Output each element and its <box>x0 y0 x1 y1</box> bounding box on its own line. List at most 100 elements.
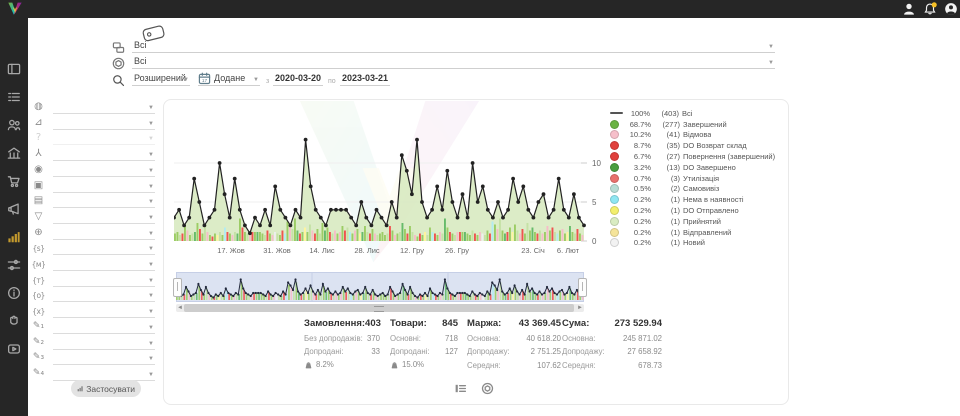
profile-icon[interactable] <box>902 2 916 16</box>
legend-item[interactable]: 0.5%(2)Самовивіз <box>610 184 782 195</box>
avatar-icon[interactable] <box>944 2 958 16</box>
customers-icon[interactable] <box>7 118 21 132</box>
legend-item[interactable]: 6.7%(27)Повернення (завершений) <box>610 151 782 162</box>
legend-item[interactable]: 0.2%(1)Нема в наявності <box>610 194 782 205</box>
legend-item[interactable]: 68.7%(277)Завершений <box>610 119 782 130</box>
chevron-down-icon[interactable]: ▼ <box>253 77 259 83</box>
filter-select[interactable]: ▼ <box>53 367 155 381</box>
chevron-down-icon[interactable]: ▼ <box>148 184 154 190</box>
chevron-down-icon[interactable]: ▼ <box>148 325 154 331</box>
chevron-down-icon[interactable]: ▼ <box>148 152 154 158</box>
dot-swatch <box>610 141 619 150</box>
brush-handle-right[interactable] <box>578 278 587 297</box>
chevron-down-icon[interactable]: ▼ <box>183 77 189 83</box>
legend-item[interactable]: 100%(403)Всі <box>610 108 782 119</box>
chevron-down-icon[interactable]: ▼ <box>148 215 154 221</box>
chevron-down-icon[interactable]: ▼ <box>148 278 154 284</box>
chevron-down-icon[interactable]: ▼ <box>148 372 154 378</box>
filter-row: ✎₃ ▼ <box>29 351 157 366</box>
search-icon[interactable] <box>112 74 125 87</box>
stat-column: Маржа:43 369.45Основна:40 618.20Допродаж… <box>467 318 561 370</box>
stat-row: Основна:40 618.20 <box>467 334 561 343</box>
filter-select[interactable]: ▼ <box>53 116 155 130</box>
orders-list-icon[interactable] <box>7 90 21 104</box>
chevron-down-icon[interactable]: ▼ <box>148 105 154 111</box>
dot-swatch <box>610 238 619 247</box>
chevron-down-icon[interactable]: ▼ <box>148 231 154 237</box>
date-to-input[interactable]: 2023-03-21 <box>340 71 390 86</box>
scroll-left-icon[interactable]: ◄ <box>177 304 183 312</box>
view-list-icon[interactable] <box>454 382 467 395</box>
filter-select[interactable]: ▼ <box>53 336 155 350</box>
chevron-down-icon[interactable]: ▼ <box>148 246 154 252</box>
filter-select[interactable]: ▼ <box>53 304 155 318</box>
filter-select[interactable]: ▼ <box>53 163 155 177</box>
filter-select[interactable]: ▼ <box>53 273 155 287</box>
analytics-card: 0510 17. Жов31. Жов14. Лис28. Лис12. Гру… <box>163 99 789 405</box>
analytics-icon[interactable] <box>7 230 21 244</box>
pencil-3-icon: ✎₃ <box>30 352 47 362</box>
cart-icon[interactable] <box>7 174 21 188</box>
chevron-down-icon[interactable]: ▼ <box>148 293 154 299</box>
filter-select[interactable]: ▼ <box>53 241 155 255</box>
filter-row: {м} ▼ <box>29 257 157 272</box>
param-t-icon: {т} <box>30 276 47 285</box>
legend-item[interactable]: 3.2%(13)DO Завершено <box>610 162 782 173</box>
chevron-down-icon[interactable]: ▼ <box>148 136 154 142</box>
scrollbar-thumb[interactable] <box>184 304 574 312</box>
chevron-down-icon[interactable]: ▼ <box>768 60 774 66</box>
legend-item[interactable]: 0.2%(1)Прийнятий <box>610 216 782 227</box>
filter-select[interactable]: ▼ <box>53 147 155 161</box>
filter-select[interactable]: ▼ <box>53 210 155 224</box>
chevron-down-icon[interactable]: ▼ <box>768 44 774 50</box>
chevron-down-icon[interactable]: ▼ <box>148 121 154 127</box>
category-filter-field[interactable]: Всі ▼ <box>132 38 775 53</box>
info-icon[interactable] <box>7 286 21 300</box>
scroll-right-icon[interactable]: ► <box>577 304 583 312</box>
legend-item[interactable]: 10.2%(41)Відмова <box>610 130 782 141</box>
chevron-down-icon[interactable]: ▼ <box>148 356 154 362</box>
filter-select[interactable]: ▼ <box>53 100 155 114</box>
chevron-down-icon[interactable]: ▼ <box>148 262 154 268</box>
date-field-select[interactable]: 17 Додане ▼ <box>198 71 260 86</box>
filter-select[interactable]: ▼ <box>53 194 155 208</box>
product-filter-field[interactable]: Всі ▼ <box>132 54 775 69</box>
apply-button[interactable]: Застосувати <box>71 380 141 397</box>
legend-item[interactable]: 0.7%(3)Утилізація <box>610 173 782 184</box>
chart-scrollbar[interactable]: ◄ ► <box>176 304 584 312</box>
filter-row: {о} ▼ <box>29 288 157 303</box>
filter-select[interactable]: ▼ <box>53 257 155 271</box>
chevron-down-icon[interactable]: ▼ <box>148 199 154 205</box>
legend-item[interactable]: 8.7%(35)DO Возврат склад <box>610 140 782 151</box>
filter-select[interactable]: ▼ <box>53 288 155 302</box>
filter-select[interactable]: ▼ <box>53 131 155 145</box>
product-sphere-icon[interactable] <box>481 382 494 395</box>
svg-text:17: 17 <box>202 78 208 84</box>
brush-handle-left[interactable] <box>173 278 182 297</box>
integrations-icon[interactable] <box>7 258 21 272</box>
filter-row: ? ▼ <box>29 131 157 146</box>
legend-item[interactable]: 0.2%(1)DO Отправлено <box>610 205 782 216</box>
search-mode-select[interactable]: Розширений ▼ <box>132 71 190 86</box>
warehouse-icon[interactable] <box>7 146 21 160</box>
video-tutorials-icon[interactable] <box>7 342 21 356</box>
date-from-input[interactable]: 2020-03-20 <box>273 71 323 86</box>
chart-minimap[interactable] <box>176 272 584 302</box>
stat-row: Допродажу:2 751.25 <box>467 347 561 356</box>
filter-select[interactable]: ▼ <box>53 179 155 193</box>
stat-row: Без допродажів:370 <box>304 334 380 343</box>
dashboard-icon[interactable] <box>7 62 21 76</box>
orders-chart[interactable]: 0510 <box>174 104 614 246</box>
support-icon[interactable] <box>7 314 21 328</box>
filter-select[interactable]: ▼ <box>53 351 155 365</box>
chevron-down-icon[interactable]: ▼ <box>148 168 154 174</box>
legend-item[interactable]: 0.2%(1)Новий <box>610 238 782 249</box>
notifications-icon[interactable] <box>923 2 937 16</box>
filter-select[interactable]: ▼ <box>53 226 155 240</box>
chevron-down-icon[interactable]: ▼ <box>148 309 154 315</box>
filter-select[interactable]: ▼ <box>53 320 155 334</box>
stat-column: Товари:845Основні:718Допродані:12715.0% <box>390 318 458 369</box>
marketing-icon[interactable] <box>7 202 21 216</box>
legend-item[interactable]: 0.2%(1)Відправлений <box>610 227 782 238</box>
chevron-down-icon[interactable]: ▼ <box>148 341 154 347</box>
